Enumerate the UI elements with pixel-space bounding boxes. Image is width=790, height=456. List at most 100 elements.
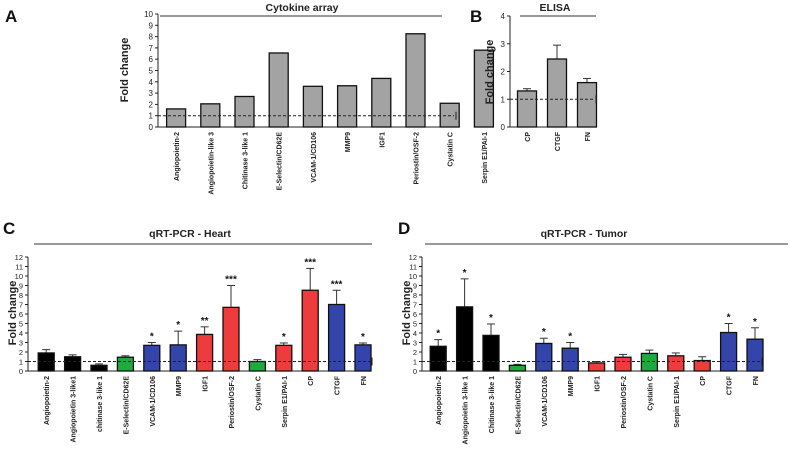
y-tick-label: 2 xyxy=(149,100,154,109)
category-label: VCAM-1/CD106 xyxy=(542,376,549,427)
y-tick-label: 12 xyxy=(15,253,23,262)
bar xyxy=(535,342,553,372)
y-tick-label: 2 xyxy=(501,68,506,77)
category-label: Angiopoietin 3-like 1 xyxy=(463,376,470,445)
significance-mark: * xyxy=(361,332,365,343)
y-tick-label: 8 xyxy=(19,291,23,300)
panel-letter: A xyxy=(5,7,17,26)
category-label: Cystatin C xyxy=(647,376,654,411)
y-tick-label: 9 xyxy=(413,282,417,291)
category-label: FN xyxy=(753,376,760,385)
bar xyxy=(576,81,598,128)
significance-mark: * xyxy=(176,320,180,331)
category-label: MMP9 xyxy=(345,132,352,152)
y-tick-label: 5 xyxy=(19,320,23,329)
bar xyxy=(546,58,568,128)
significance-mark: *** xyxy=(225,275,237,286)
bar xyxy=(301,289,319,372)
category-label: chitinase 3-like 1 xyxy=(97,376,104,432)
y-tick-label: 6 xyxy=(19,310,23,319)
category-label: Angiopoietin-2 xyxy=(436,376,443,425)
y-tick-label: 11 xyxy=(409,263,417,272)
significance-mark: ** xyxy=(201,316,209,327)
chart-title: Cytokine array xyxy=(266,2,339,14)
bar xyxy=(561,347,579,372)
category-label: Angiopoietin 3-like1 xyxy=(71,376,78,443)
y-tick-label: 10 xyxy=(15,272,23,281)
category-label: CTGF xyxy=(335,375,342,395)
chart-title: qRT-PCR - Tumor xyxy=(541,228,628,240)
category-label: Angiopoietin-2 xyxy=(44,376,51,425)
bar xyxy=(693,359,711,372)
y-tick-label: 6 xyxy=(413,310,417,319)
category-label: IGF1 xyxy=(203,376,210,392)
y-tick-label: 3 xyxy=(19,339,23,348)
bar xyxy=(719,331,738,372)
y-axis-label: Fold change xyxy=(401,281,413,346)
bar xyxy=(275,344,293,372)
bar xyxy=(302,85,324,128)
panel-a: A Cytokine array Fold change 0 1 2 3 4 5 6 7 8 9 10 An… xyxy=(5,2,495,195)
significance-mark: *** xyxy=(331,279,343,290)
bar xyxy=(473,49,495,128)
significance-mark: * xyxy=(150,332,154,343)
bar xyxy=(587,362,606,372)
y-tick-label: 4 xyxy=(149,78,154,87)
significance-mark: * xyxy=(463,268,467,279)
bar xyxy=(482,334,500,372)
y-axis-label: Fold change xyxy=(7,281,19,346)
bar xyxy=(455,306,474,372)
y-tick-label: 1 xyxy=(19,358,23,367)
significance-mark: * xyxy=(753,317,757,328)
y-tick-label: 9 xyxy=(149,21,154,30)
chart-title: ELISA xyxy=(540,2,571,14)
bar xyxy=(90,364,108,372)
category-label: VCAM-1/CD106 xyxy=(150,376,157,427)
bar xyxy=(405,33,426,128)
y-tick-label: 10 xyxy=(144,10,153,19)
bar xyxy=(143,344,161,372)
category-label: Chitinase 3-like 1 xyxy=(489,376,496,433)
category-label: Serpin E1/PAI-1 xyxy=(482,132,489,184)
y-tick-label: 0 xyxy=(19,367,23,376)
bar xyxy=(508,364,527,372)
significance-mark: * xyxy=(282,332,286,343)
significance-mark: * xyxy=(568,332,572,343)
bar xyxy=(116,356,135,372)
y-tick-label: 9 xyxy=(19,282,23,291)
y-tick-label: 10 xyxy=(409,272,417,281)
y-tick-label: 7 xyxy=(413,301,417,310)
y-tick-label: 8 xyxy=(149,33,154,42)
y-tick-label: 8 xyxy=(413,291,417,300)
category-label: Cystatin C xyxy=(255,376,262,411)
panel-b: B ELISA Fold change 0 1 2 3 4 CP CTGF FN xyxy=(470,2,598,151)
bar xyxy=(354,344,372,372)
significance-mark: * xyxy=(727,313,731,324)
panel-letter: B xyxy=(470,7,482,26)
category-label: Periostin/OSF-2 xyxy=(621,376,628,429)
bar xyxy=(169,344,187,372)
category-label: E-Selectin/CD62E xyxy=(515,376,522,435)
category-label: Chitinase 3-like 1 xyxy=(243,132,250,189)
category-label: CTGF xyxy=(555,131,562,151)
y-tick-label: 0 xyxy=(149,123,154,132)
bar xyxy=(429,345,447,372)
bar xyxy=(614,356,632,372)
bar xyxy=(222,306,240,372)
y-tick-label: 5 xyxy=(413,320,417,329)
category-label: FN xyxy=(361,376,368,385)
category-label: E-Selectin/CD62E xyxy=(123,376,130,435)
significance-mark: *** xyxy=(304,257,316,268)
category-label: Cystatin C xyxy=(448,132,455,167)
y-tick-label: 11 xyxy=(15,263,23,272)
y-tick-label: 7 xyxy=(149,44,154,53)
significance-mark: * xyxy=(489,313,493,324)
bar xyxy=(516,90,538,128)
category-label: CP xyxy=(700,376,707,386)
bar xyxy=(248,360,267,372)
category-label: Angiopoietin-like 3 xyxy=(208,132,215,195)
y-tick-label: 2 xyxy=(19,348,23,357)
bar xyxy=(371,77,392,128)
bar xyxy=(63,356,82,372)
